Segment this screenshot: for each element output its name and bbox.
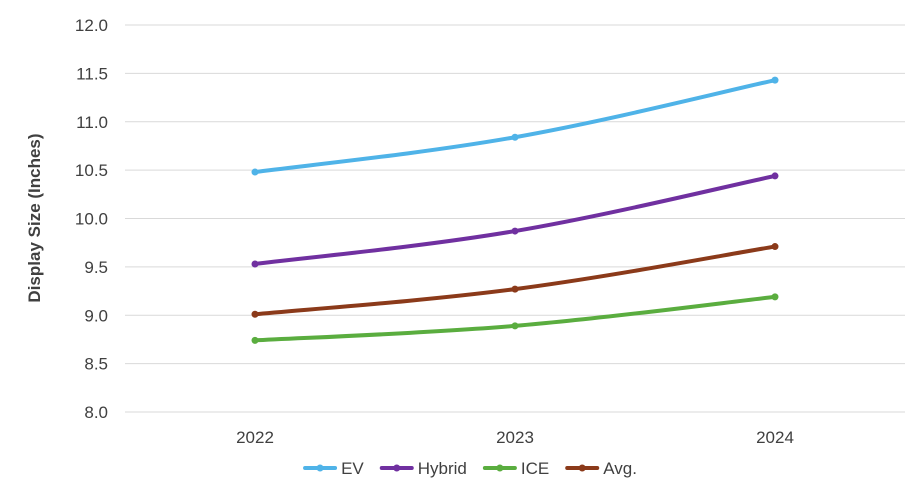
- data-point-avg: [511, 285, 519, 293]
- y-tick-label: 11.0: [76, 113, 108, 132]
- legend-label: EV: [341, 459, 364, 478]
- data-point-hybrid: [251, 260, 259, 268]
- x-tick-label: 2023: [496, 428, 534, 447]
- series-ev: [251, 76, 779, 176]
- data-point-avg: [251, 310, 259, 318]
- legend-item-hybrid: Hybrid: [379, 459, 467, 478]
- legend-item-ice: ICE: [482, 459, 549, 478]
- series-line-hybrid: [253, 173, 777, 266]
- x-tick-label: 2022: [236, 428, 274, 447]
- y-tick-label: 11.5: [76, 64, 108, 83]
- y-axis-title: Display Size (Inches): [25, 133, 44, 302]
- data-point-ev: [251, 168, 259, 176]
- gridlines: [125, 24, 905, 413]
- y-tick-label: 8.0: [84, 403, 108, 422]
- data-point-ev: [771, 76, 779, 84]
- legend-marker: [496, 464, 504, 472]
- legend-item-avg: Avg.: [565, 459, 637, 478]
- legend-item-ev: EV: [303, 459, 364, 478]
- series-line-ev: [253, 78, 777, 175]
- data-point-avg: [771, 243, 779, 251]
- y-tick-label: 9.0: [84, 306, 108, 325]
- y-tick-label: 8.5: [84, 355, 108, 374]
- series-line-ice: [253, 294, 777, 343]
- legend-label: Hybrid: [418, 459, 467, 478]
- y-axis-ticks: 8.0 8.5 9.0 9.5 10.0 10.5 11.0 11.5 12.0: [75, 16, 108, 422]
- data-point-hybrid: [771, 172, 779, 180]
- y-tick-label: 9.5: [84, 258, 108, 277]
- y-tick-label: 10.0: [75, 210, 108, 229]
- data-point-ev: [511, 133, 519, 141]
- legend: EV Hybrid ICE Avg.: [303, 459, 637, 478]
- series-hybrid: [251, 172, 779, 268]
- series-lines: [251, 76, 779, 344]
- data-point-ice: [251, 336, 259, 344]
- data-point-ice: [511, 322, 519, 330]
- series-avg: [251, 243, 779, 318]
- y-tick-label: 10.5: [75, 161, 108, 180]
- legend-marker: [578, 464, 586, 472]
- legend-label: ICE: [521, 459, 549, 478]
- y-tick-label: 12.0: [75, 16, 108, 35]
- x-axis-ticks: 2022 2023 2024: [236, 428, 794, 447]
- series-ice: [251, 293, 779, 344]
- data-point-ice: [771, 293, 779, 301]
- data-point-hybrid: [511, 227, 519, 235]
- legend-marker: [393, 464, 401, 472]
- legend-marker: [316, 464, 324, 472]
- x-tick-label: 2024: [756, 428, 794, 447]
- legend-label: Avg.: [603, 459, 637, 478]
